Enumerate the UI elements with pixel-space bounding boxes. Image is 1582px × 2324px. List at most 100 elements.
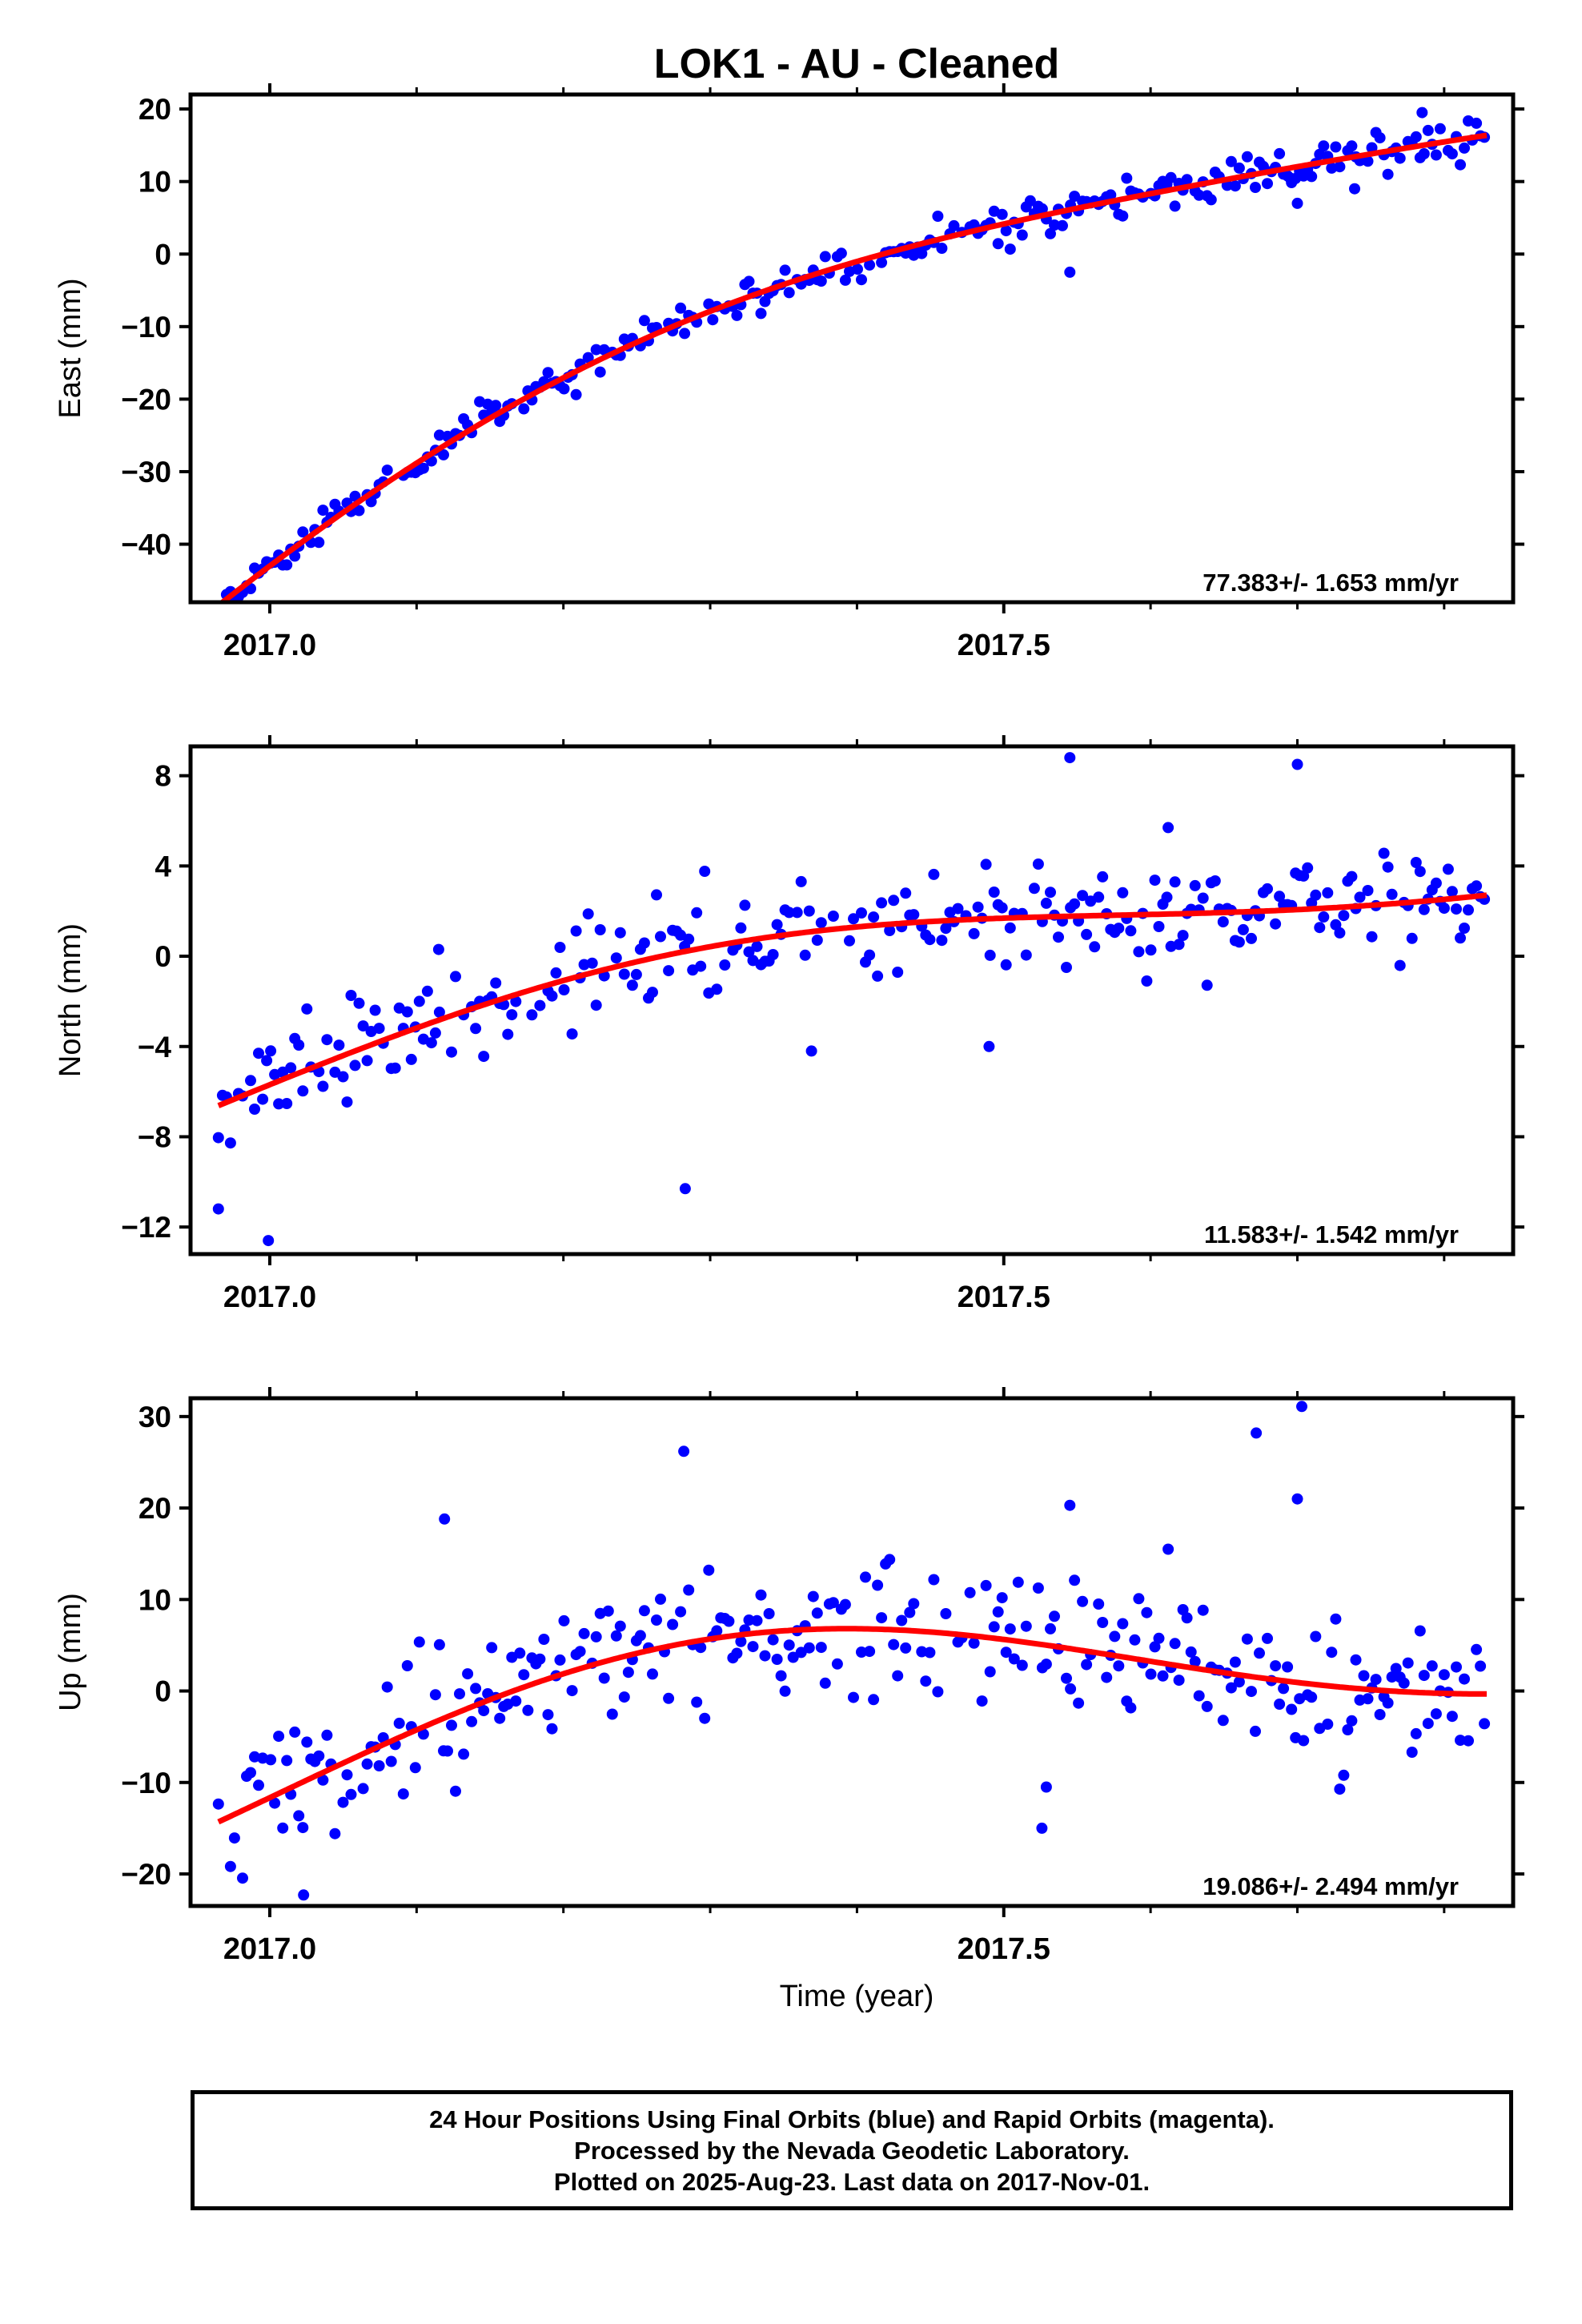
north-data-point bbox=[1334, 927, 1346, 939]
up-data-point bbox=[1117, 1618, 1129, 1630]
north-data-point bbox=[1366, 931, 1378, 943]
up-data-point bbox=[932, 1686, 944, 1698]
up-y-axis-label: Up (mm) bbox=[54, 1593, 87, 1711]
east-data-point bbox=[783, 287, 795, 299]
up-data-point bbox=[574, 1646, 586, 1658]
up-data-point bbox=[699, 1712, 711, 1724]
east-data-point bbox=[1250, 182, 1261, 193]
north-data-point bbox=[534, 999, 546, 1011]
north-data-point bbox=[429, 1027, 441, 1039]
up-data-point bbox=[1129, 1634, 1141, 1646]
up-data-point bbox=[1402, 1657, 1414, 1669]
up-data-point bbox=[450, 1785, 461, 1797]
north-data-point bbox=[844, 935, 855, 947]
up-data-point bbox=[237, 1872, 248, 1884]
up-data-point bbox=[1217, 1715, 1229, 1727]
east-data-point bbox=[1306, 171, 1318, 183]
up-data-point bbox=[393, 1717, 405, 1729]
east-y-tick-label: −20 bbox=[121, 383, 171, 416]
up-data-point bbox=[478, 1705, 490, 1717]
up-data-point bbox=[807, 1590, 819, 1602]
north-data-point bbox=[864, 949, 876, 961]
east-x-tick-label: 2017.0 bbox=[223, 629, 316, 662]
north-data-point bbox=[1040, 897, 1052, 909]
east-data-point bbox=[594, 366, 606, 378]
east-data-point bbox=[1434, 123, 1446, 135]
north-data-point bbox=[856, 907, 867, 919]
east-outlier-point bbox=[1064, 266, 1076, 278]
north-data-point bbox=[212, 1132, 224, 1144]
east-data-point bbox=[1045, 227, 1056, 239]
footer-line-2: Processed by the Nevada Geodetic Laborat… bbox=[574, 2136, 1130, 2165]
north-data-point bbox=[413, 995, 425, 1007]
up-data-point bbox=[1334, 1783, 1346, 1795]
up-data-point bbox=[651, 1614, 662, 1626]
up-data-point bbox=[357, 1783, 369, 1795]
north-data-point bbox=[1217, 916, 1229, 928]
up-data-point bbox=[1113, 1660, 1125, 1672]
east-data-point bbox=[856, 274, 867, 286]
east-data-point bbox=[542, 367, 554, 379]
up-data-point bbox=[566, 1685, 578, 1697]
up-data-point bbox=[1254, 1647, 1265, 1659]
up-outlier-point bbox=[1296, 1401, 1307, 1413]
up-data-point bbox=[277, 1822, 289, 1834]
north-data-point bbox=[771, 919, 783, 931]
east-data-point bbox=[582, 352, 594, 364]
east-data-point bbox=[1004, 243, 1016, 255]
east-data-point bbox=[864, 259, 876, 271]
up-data-point bbox=[1330, 1613, 1342, 1625]
east-data-point bbox=[1346, 140, 1358, 152]
north-data-point bbox=[421, 985, 433, 997]
north-data-point bbox=[1061, 962, 1072, 973]
north-data-point bbox=[1209, 875, 1221, 887]
north-data-point bbox=[827, 911, 839, 922]
up-data-point bbox=[1471, 1643, 1483, 1655]
up-data-point bbox=[763, 1608, 775, 1619]
footer-line-1: 24 Hour Positions Using Final Orbits (bl… bbox=[429, 2105, 1275, 2133]
up-data-point bbox=[1020, 1620, 1032, 1632]
up-data-point bbox=[803, 1642, 815, 1654]
up-data-point bbox=[1201, 1700, 1213, 1712]
up-data-point bbox=[1422, 1718, 1434, 1730]
up-data-point bbox=[413, 1636, 425, 1648]
up-data-point bbox=[1270, 1660, 1282, 1672]
up-y-tick-label: 20 bbox=[139, 1492, 171, 1525]
north-outlier-point bbox=[983, 1040, 995, 1052]
north-data-point bbox=[799, 949, 811, 961]
up-data-point bbox=[968, 1637, 980, 1649]
up-data-point bbox=[462, 1668, 474, 1680]
east-data-point bbox=[1016, 229, 1028, 241]
up-data-point bbox=[1145, 1668, 1157, 1680]
up-data-point bbox=[888, 1638, 900, 1651]
north-data-point bbox=[972, 901, 984, 913]
north-data-point bbox=[478, 1051, 490, 1063]
north-data-point bbox=[333, 1039, 345, 1051]
up-data-point bbox=[1459, 1673, 1470, 1685]
up-data-point bbox=[703, 1564, 715, 1576]
up-data-point bbox=[1069, 1574, 1081, 1586]
north-data-point bbox=[1410, 857, 1422, 868]
up-data-point bbox=[1049, 1610, 1060, 1622]
north-data-point bbox=[630, 968, 642, 980]
up-data-point bbox=[1322, 1719, 1334, 1730]
up-data-point bbox=[442, 1745, 453, 1757]
north-data-point bbox=[341, 1096, 353, 1108]
north-rate-label: 11.583+/- 1.542 mm/yr bbox=[1204, 1220, 1459, 1248]
north-data-point bbox=[1113, 923, 1125, 935]
up-outlier-point bbox=[1040, 1781, 1052, 1793]
north-data-point bbox=[1069, 898, 1081, 910]
up-data-point bbox=[884, 1554, 896, 1566]
up-data-point bbox=[787, 1651, 799, 1663]
up-data-point bbox=[273, 1731, 285, 1743]
east-data-point bbox=[1446, 148, 1458, 160]
up-data-point bbox=[908, 1598, 920, 1610]
up-data-point bbox=[992, 1606, 1004, 1618]
up-data-point bbox=[602, 1605, 614, 1617]
north-data-point bbox=[450, 971, 461, 983]
east-data-point bbox=[1318, 140, 1330, 152]
footer-line-3: Plotted on 2025-Aug-23. Last data on 201… bbox=[553, 2167, 1150, 2196]
up-data-point bbox=[964, 1586, 976, 1598]
east-data-point bbox=[570, 388, 582, 400]
east-data-point bbox=[1057, 219, 1068, 231]
